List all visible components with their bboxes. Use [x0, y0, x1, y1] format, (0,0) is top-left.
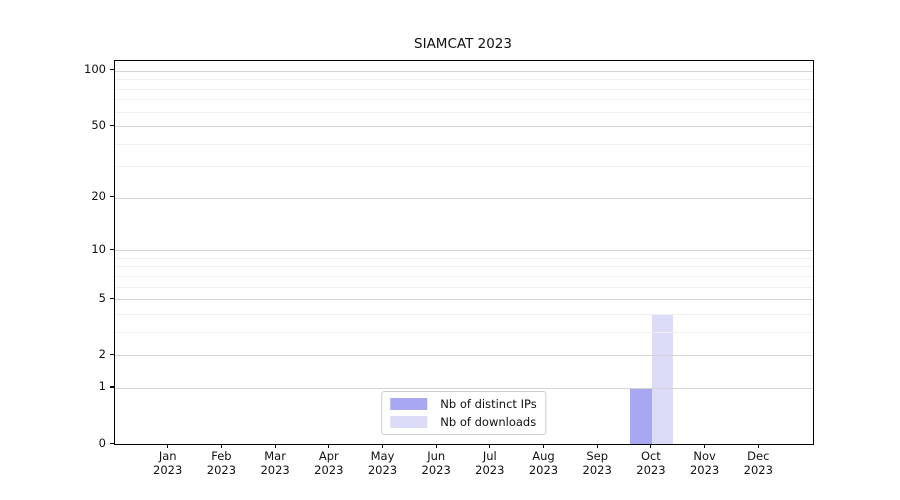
- x-tick-label: Sep 2023: [570, 449, 624, 477]
- y-tick-mark: [110, 69, 114, 71]
- x-tick-month: May: [370, 449, 395, 463]
- gridline-major: [115, 299, 813, 301]
- y-tick-mark: [110, 442, 114, 444]
- x-tick-label: Aug 2023: [517, 449, 571, 477]
- y-tick-label: 100: [84, 62, 106, 77]
- x-tick-month: Dec: [747, 449, 770, 463]
- x-tick-mark: [381, 444, 384, 448]
- x-tick-mark: [328, 444, 330, 448]
- x-tick-mark: [435, 444, 437, 448]
- x-tick-month: Nov: [693, 449, 716, 463]
- x-tick-year: 2023: [475, 463, 505, 477]
- x-tick-label: Dec 2023: [731, 449, 785, 477]
- x-tick-year: 2023: [582, 463, 612, 477]
- chart-title: SIAMCAT 2023: [414, 36, 512, 52]
- x-tick-year: 2023: [367, 463, 398, 477]
- gridline-minor: [115, 111, 813, 113]
- x-tick-label: Nov 2023: [678, 449, 732, 477]
- x-tick-label: Jan 2023: [141, 449, 195, 477]
- gridline-minor: [115, 257, 813, 259]
- x-tick-month: Mar: [264, 449, 286, 463]
- x-tick-mark: [650, 444, 652, 448]
- x-tick-month: Oct: [640, 449, 661, 463]
- gridline-minor: [115, 79, 813, 81]
- gridline-minor: [115, 166, 813, 168]
- x-tick-month: Aug: [532, 449, 555, 463]
- x-tick-mark: [596, 444, 598, 448]
- x-tick-month: Jun: [427, 449, 446, 463]
- x-tick-month: Feb: [211, 449, 232, 463]
- x-tick-mark: [757, 444, 759, 448]
- legend: Nb of distinct IPs Nb of downloads: [381, 391, 547, 435]
- y-tick-label: 0: [98, 435, 106, 450]
- gridline-minor: [115, 143, 813, 145]
- x-tick-year: 2023: [528, 463, 559, 477]
- y-tick-mark: [110, 386, 114, 388]
- gridline-major: [115, 355, 813, 357]
- y-tick-mark: [110, 353, 114, 355]
- y-tick-mark: [110, 297, 114, 299]
- legend-swatch: [390, 398, 428, 410]
- x-tick-mark: [274, 444, 276, 448]
- legend-label: Nb of downloads: [440, 415, 537, 429]
- x-tick-month: Sep: [586, 449, 609, 463]
- y-tick-label: 5: [98, 290, 106, 305]
- legend-item: Nb of downloads: [390, 415, 536, 429]
- gridline-minor: [115, 286, 813, 288]
- x-tick-label: May 2023: [356, 449, 410, 477]
- gridline-minor: [115, 313, 813, 315]
- x-tick-year: 2023: [153, 463, 183, 477]
- x-tick-mark: [167, 444, 169, 448]
- x-tick-year: 2023: [206, 463, 237, 477]
- gridline-major: [115, 126, 813, 127]
- gridline-major: [115, 387, 813, 389]
- x-tick-mark: [704, 444, 706, 448]
- bar-nb-of-distinct-ips: [630, 387, 652, 444]
- gridline-minor: [115, 266, 813, 268]
- bar-nb-of-downloads: [651, 313, 674, 444]
- gridline-major: [115, 197, 813, 199]
- x-tick-mark: [489, 444, 491, 448]
- x-tick-label: Apr 2023: [302, 449, 356, 477]
- gridline-major: [115, 250, 813, 252]
- gridline-major: [115, 70, 813, 72]
- x-tick-mark: [220, 444, 222, 448]
- legend-label: Nb of distinct IPs: [440, 397, 537, 411]
- x-tick-label: Mar 2023: [248, 449, 302, 477]
- gridline-minor: [115, 331, 813, 333]
- x-tick-label: Jun 2023: [409, 449, 463, 477]
- legend-item: Nb of distinct IPs: [390, 397, 537, 411]
- y-tick-mark: [110, 248, 114, 250]
- gridline-minor: [115, 99, 813, 101]
- y-tick-label: 50: [91, 117, 106, 132]
- x-tick-year: 2023: [743, 463, 773, 477]
- y-tick-mark: [110, 196, 114, 198]
- y-tick-label: 1: [98, 379, 106, 394]
- x-tick-month: Apr: [318, 449, 339, 463]
- x-tick-label: Jul 2023: [463, 449, 517, 477]
- x-tick-year: 2023: [689, 463, 720, 477]
- x-tick-year: 2023: [421, 463, 451, 477]
- y-tick-mark: [110, 124, 114, 126]
- x-tick-year: 2023: [636, 463, 666, 477]
- x-tick-label: Feb 2023: [194, 449, 248, 477]
- x-tick-year: 2023: [260, 463, 290, 477]
- legend-swatch: [390, 416, 428, 428]
- x-tick-label: Oct 2023: [624, 449, 678, 477]
- x-tick-mark: [542, 444, 545, 448]
- x-tick-year: 2023: [314, 463, 344, 477]
- y-tick-label: 2: [98, 346, 106, 361]
- gridline-minor: [115, 275, 813, 277]
- x-tick-month: Jul: [482, 449, 497, 463]
- y-tick-label: 10: [91, 241, 106, 256]
- plot-area: Nb of distinct IPs Nb of downloads: [114, 60, 814, 445]
- y-tick-label: 20: [91, 189, 106, 204]
- gridline-minor: [115, 88, 813, 90]
- x-tick-month: Jan: [158, 449, 177, 463]
